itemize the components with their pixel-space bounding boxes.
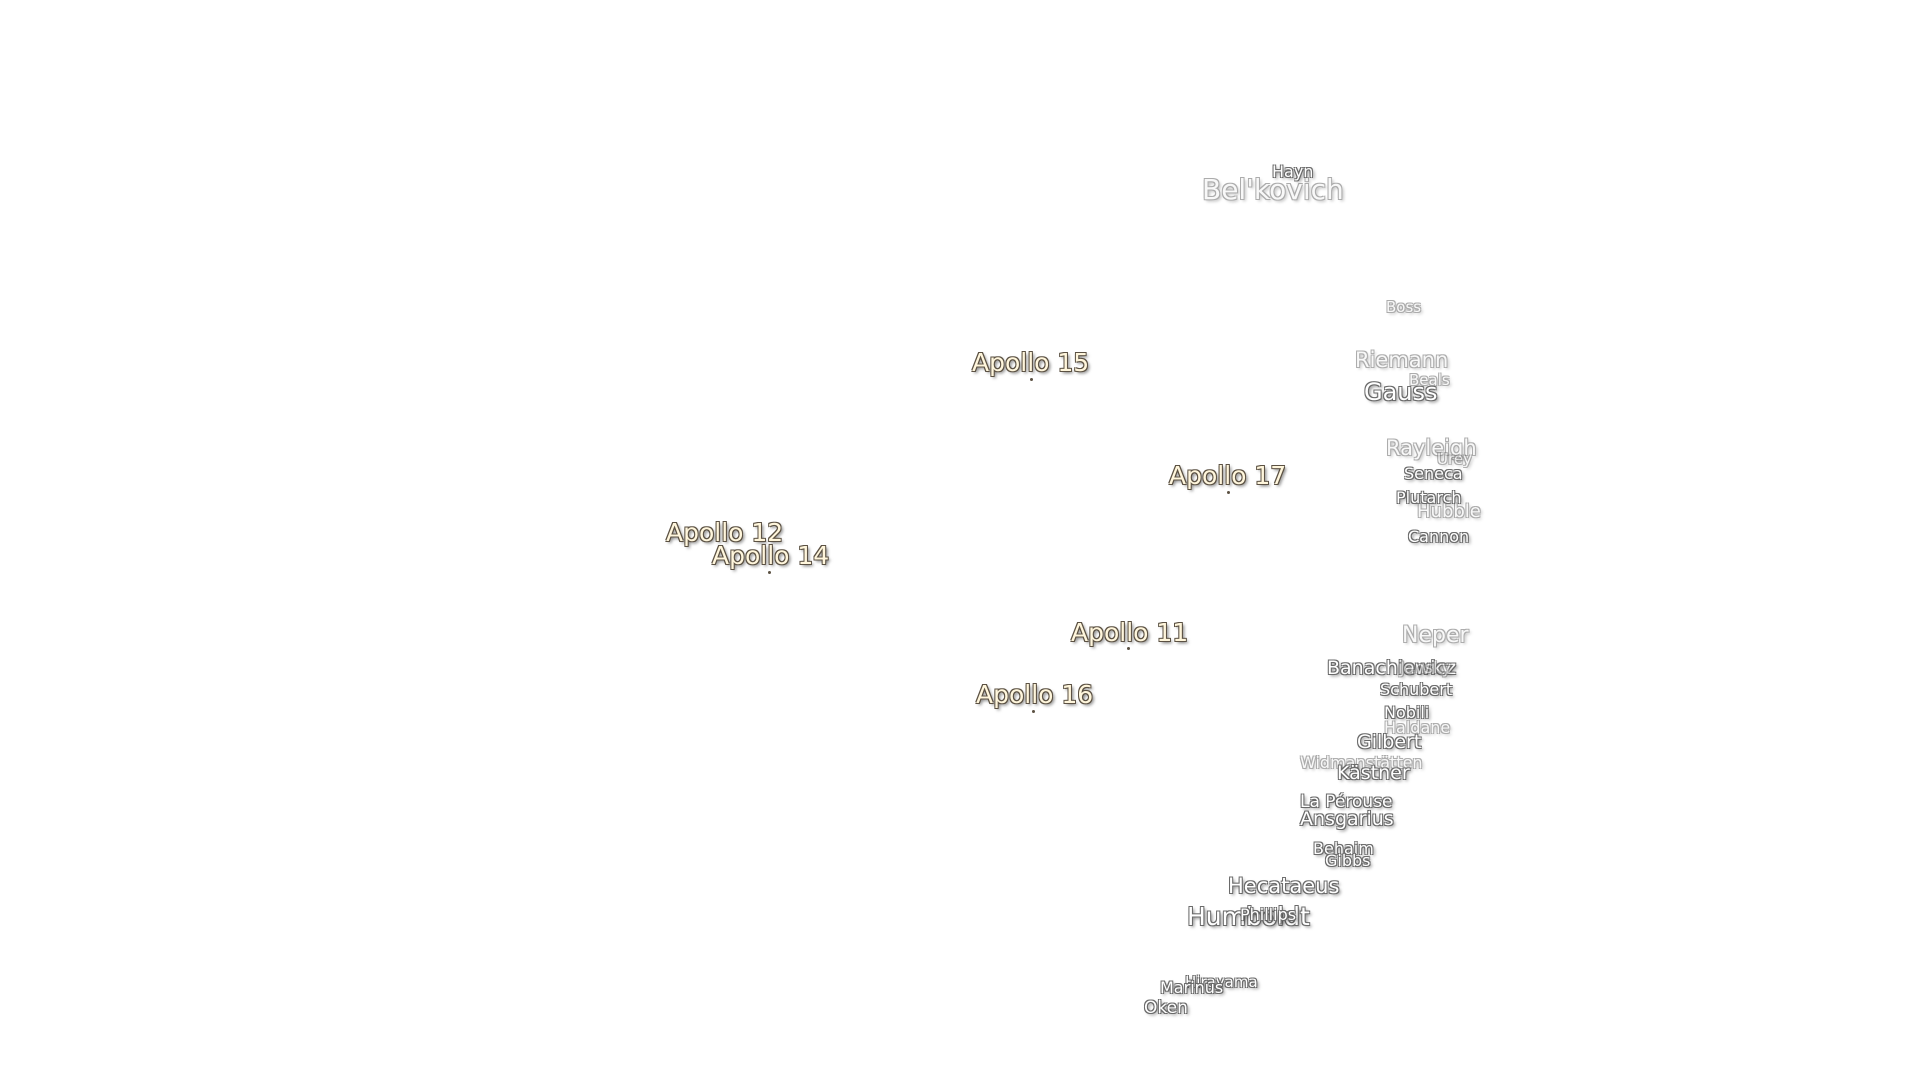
crater-label-humboldt[interactable]: Humboldt: [1187, 902, 1310, 931]
apollo-16-marker[interactable]: [1032, 710, 1035, 713]
crater-label-boss[interactable]: Boss: [1386, 298, 1422, 316]
crater-label-schubert[interactable]: Schubert: [1380, 680, 1453, 699]
apollo-11-marker[interactable]: [1127, 647, 1130, 650]
crater-label-la-perouse[interactable]: La Pérouse: [1300, 792, 1393, 812]
crater-label-phillips[interactable]: Phillips: [1240, 905, 1297, 924]
crater-label-kastner[interactable]: Kästner: [1337, 762, 1410, 784]
crater-label-belkovich[interactable]: Bel'kovich: [1202, 173, 1344, 206]
crater-label-oken[interactable]: Oken: [1144, 998, 1188, 1018]
apollo-15-label[interactable]: Apollo 15: [972, 348, 1090, 377]
apollo-14-label[interactable]: Apollo 14: [712, 541, 830, 570]
crater-label-hirayama[interactable]: Hirayama: [1185, 973, 1258, 991]
apollo-12-label[interactable]: Apollo 12: [666, 518, 784, 547]
crater-label-widmanstatten[interactable]: Widmanstätten: [1300, 753, 1423, 772]
apollo-17-marker[interactable]: [1227, 491, 1230, 494]
apollo-14-marker[interactable]: [768, 571, 771, 574]
crater-label-hubble[interactable]: Hubble: [1417, 501, 1481, 522]
crater-label-plutarch[interactable]: Plutarch: [1396, 488, 1462, 507]
crater-label-nobili[interactable]: Nobili: [1384, 703, 1430, 722]
crater-label-urey[interactable]: Urey: [1437, 450, 1472, 468]
crater-label-riemann[interactable]: Riemann: [1355, 348, 1449, 372]
apollo-17-label[interactable]: Apollo 17: [1169, 461, 1287, 490]
crater-label-banachiewicz[interactable]: Banachiewicz: [1327, 657, 1457, 679]
crater-label-gilbert[interactable]: Gilbert: [1357, 731, 1422, 753]
crater-label-gauss[interactable]: Gauss: [1364, 378, 1438, 406]
crater-label-behaim[interactable]: Behaim: [1313, 839, 1374, 858]
crater-label-hecataeus[interactable]: Hecataeus: [1228, 874, 1340, 898]
crater-label-seneca[interactable]: Seneca: [1404, 464, 1463, 483]
crater-label-neper[interactable]: Neper: [1402, 623, 1469, 648]
crater-label-rayleigh[interactable]: Rayleigh: [1386, 436, 1477, 460]
crater-label-gibbs[interactable]: Gibbs: [1325, 851, 1371, 870]
apollo-11-label[interactable]: Apollo 11: [1071, 618, 1189, 647]
crater-label-beals[interactable]: Beals: [1409, 371, 1450, 389]
crater-label-jansky[interactable]: Jansky: [1400, 658, 1452, 677]
crater-label-haldane[interactable]: Haldane: [1384, 718, 1451, 737]
crater-label-cannon[interactable]: Cannon: [1408, 527, 1470, 546]
crater-label-ansgarius[interactable]: Ansgarius: [1300, 808, 1394, 830]
crater-label-marinus[interactable]: Marinus: [1160, 978, 1224, 997]
apollo-15-marker[interactable]: [1030, 378, 1033, 381]
apollo-16-label[interactable]: Apollo 16: [976, 680, 1094, 709]
crater-label-hayn[interactable]: Hayn: [1272, 162, 1314, 181]
